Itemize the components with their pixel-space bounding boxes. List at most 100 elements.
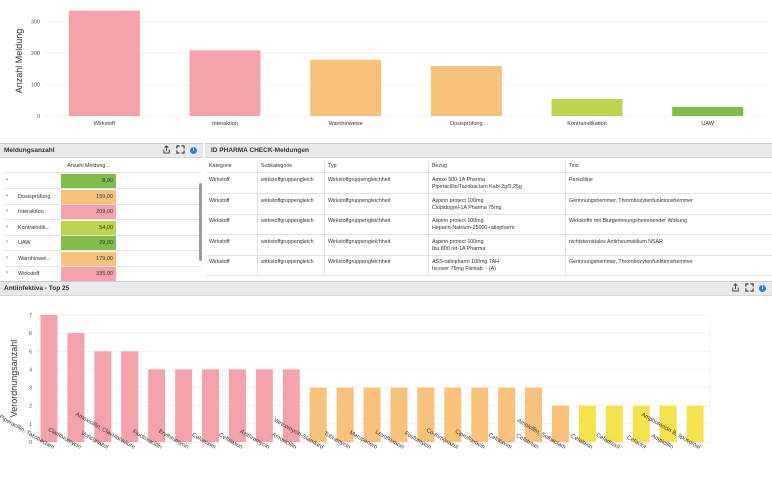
bar xyxy=(282,369,300,442)
pharma-check-header: ID PHARMA CHECK-Meldungen xyxy=(205,143,772,158)
bar xyxy=(309,387,327,442)
cell-bezug: Heparin-Natrium-25000-ratiopharm xyxy=(432,225,515,231)
column-header[interactable]: Subkategorie xyxy=(261,163,293,169)
cell-bezug: Iscover 75mg Filmtab. - (A) xyxy=(432,266,496,272)
expand-chevron-icon[interactable]: › xyxy=(6,177,8,183)
x-tick-label: Warnhinweise xyxy=(328,121,362,127)
table-row[interactable]: › UAW 29,00 xyxy=(4,236,201,251)
expand-chevron-icon[interactable]: › xyxy=(6,270,8,276)
header-divider xyxy=(4,172,201,173)
expand-chevron-icon[interactable]: › xyxy=(6,192,8,199)
bar xyxy=(686,405,704,442)
cell-text: Wirkstoffe mit Blutgerinnungshemmender W… xyxy=(569,218,687,224)
cell-text: Gerinnungshemmer, Thrombozytenfunktionsh… xyxy=(569,259,693,265)
expand-chevron-icon[interactable]: › xyxy=(6,208,8,214)
row-value: 54,00 xyxy=(61,220,116,235)
y-tick-label: 0 xyxy=(29,440,32,446)
table-row[interactable]: › Kontraindik... 54,00 xyxy=(4,220,201,236)
cell-typ: Wirkstoffgruppengleichheit xyxy=(328,218,391,224)
bar xyxy=(605,405,623,442)
x-tick-label: Wirkstoff xyxy=(94,121,116,127)
expand-chevron-icon[interactable]: › xyxy=(6,223,8,230)
cell-bezug: ASS-ratiopharm 100mg TAH xyxy=(432,259,499,265)
table-row[interactable]: › Warnhinwei... 179,00 xyxy=(4,251,201,267)
cell-text: Penicilline xyxy=(569,177,593,183)
bar xyxy=(551,99,623,116)
x-tick-label: Dosisprüfung xyxy=(450,121,482,127)
column-divider xyxy=(565,162,566,276)
y-tick-label: 3 xyxy=(29,386,32,392)
y-tick-label: 2 xyxy=(29,404,32,410)
bar xyxy=(417,387,435,442)
bar xyxy=(336,387,354,442)
row-value: 179,00 xyxy=(61,251,116,266)
bar xyxy=(444,387,462,442)
info-icon[interactable]: i xyxy=(759,284,766,292)
table-row[interactable]: › Wirkstoff 335,00 xyxy=(4,267,201,282)
row-value: 8,00 xyxy=(61,174,116,188)
cell-subkategorie: wirkstoffgruppengleich xyxy=(261,197,314,204)
header-divider xyxy=(207,172,772,173)
cell-bezug: Piperacillin/Tazobactam Kabi 2g/0,25g xyxy=(432,184,522,190)
table-row[interactable]: › Dosisprüfung 159,00 xyxy=(4,189,201,205)
meldung-scrollbar[interactable] xyxy=(199,183,202,261)
cell-kategorie: Wirkstoff xyxy=(209,218,230,224)
bar xyxy=(40,315,58,442)
bar xyxy=(121,351,139,442)
cell-kategorie: Wirkstoff xyxy=(209,259,230,265)
column-divider xyxy=(324,162,325,276)
bar xyxy=(471,387,489,442)
antiinfektiva-header: Antiinfektiva - Top 25 i xyxy=(0,281,772,296)
bar xyxy=(175,369,193,442)
y-tick-label: 100 xyxy=(31,83,40,89)
meldungsanzahl-header: Meldungsanzahl i xyxy=(0,143,203,158)
expand-chevron-icon[interactable]: › xyxy=(6,239,8,245)
table-row[interactable]: › Interaktion 209,00 xyxy=(4,205,201,220)
cell-typ: Wirkstoffgruppengleichheit xyxy=(328,197,391,204)
info-icon[interactable]: i xyxy=(190,146,197,154)
row-value: 209,00 xyxy=(61,205,116,219)
bar xyxy=(202,369,220,442)
cell-bezug: Aspirin protect 100mg xyxy=(432,238,484,245)
column-header[interactable]: Typ xyxy=(328,163,337,169)
row-divider xyxy=(207,193,772,194)
bar xyxy=(390,387,408,442)
bar xyxy=(148,369,166,442)
bar xyxy=(189,50,261,116)
y-tick-label: 0 xyxy=(37,114,40,120)
bar xyxy=(632,405,650,442)
cell-bezug: Aspirin protect 100mg xyxy=(432,197,484,204)
meldung-column-header[interactable]: Anzahl Meldung... xyxy=(67,163,110,169)
y-tick-label: 5 xyxy=(29,349,32,355)
bar xyxy=(67,333,85,442)
bar xyxy=(578,405,596,442)
cell-kategorie: Wirkstoff xyxy=(209,177,230,183)
cell-bezug: Aspirin protect 100mg xyxy=(432,218,484,224)
fullscreen-icon[interactable] xyxy=(745,283,754,292)
cell-subkategorie: wirkstoffgruppengleich xyxy=(261,177,314,183)
y-tick-label: 6 xyxy=(29,331,32,337)
y-tick-label: 7 xyxy=(29,313,32,319)
export-icon[interactable] xyxy=(162,145,171,154)
fullscreen-icon[interactable] xyxy=(176,145,185,154)
cell-bezug: Ibu 800 ret-1A Pharma xyxy=(432,245,486,252)
cell-typ: Wirkstoffgruppengleichheit xyxy=(328,259,391,265)
row-label: Kontraindik... xyxy=(18,224,51,231)
row-label: UAW xyxy=(18,240,31,246)
column-divider xyxy=(428,162,429,276)
column-header[interactable]: Bezug xyxy=(432,163,448,169)
table-row[interactable]: › 8,00 xyxy=(4,174,201,189)
pharma-check-title: ID PHARMA CHECK-Meldungen xyxy=(211,147,309,154)
column-header[interactable]: Text xyxy=(569,163,579,169)
row-divider xyxy=(207,254,772,256)
cell-typ: Wirkstoffgruppengleichheit xyxy=(328,177,391,183)
expand-chevron-icon[interactable]: › xyxy=(6,254,8,261)
bar xyxy=(659,405,677,442)
cell-kategorie: Wirkstoff xyxy=(209,197,230,204)
row-value: 159,00 xyxy=(61,189,116,204)
y-axis-title: Anzahl Meldung xyxy=(14,29,24,94)
export-icon[interactable] xyxy=(731,283,740,292)
column-header[interactable]: Kategorie xyxy=(209,163,232,169)
bar xyxy=(228,369,246,442)
